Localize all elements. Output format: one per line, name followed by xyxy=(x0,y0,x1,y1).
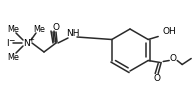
Text: O: O xyxy=(154,74,161,83)
Text: OH: OH xyxy=(162,27,176,36)
Text: O: O xyxy=(170,54,177,63)
Text: I: I xyxy=(6,39,8,48)
Text: Me: Me xyxy=(33,26,45,35)
Text: NH: NH xyxy=(66,28,80,37)
Text: −: − xyxy=(8,36,15,45)
Text: Me: Me xyxy=(7,26,19,35)
Text: O: O xyxy=(52,23,60,32)
Text: +: + xyxy=(29,37,34,43)
Text: Me: Me xyxy=(7,53,19,62)
Text: N: N xyxy=(24,39,30,48)
